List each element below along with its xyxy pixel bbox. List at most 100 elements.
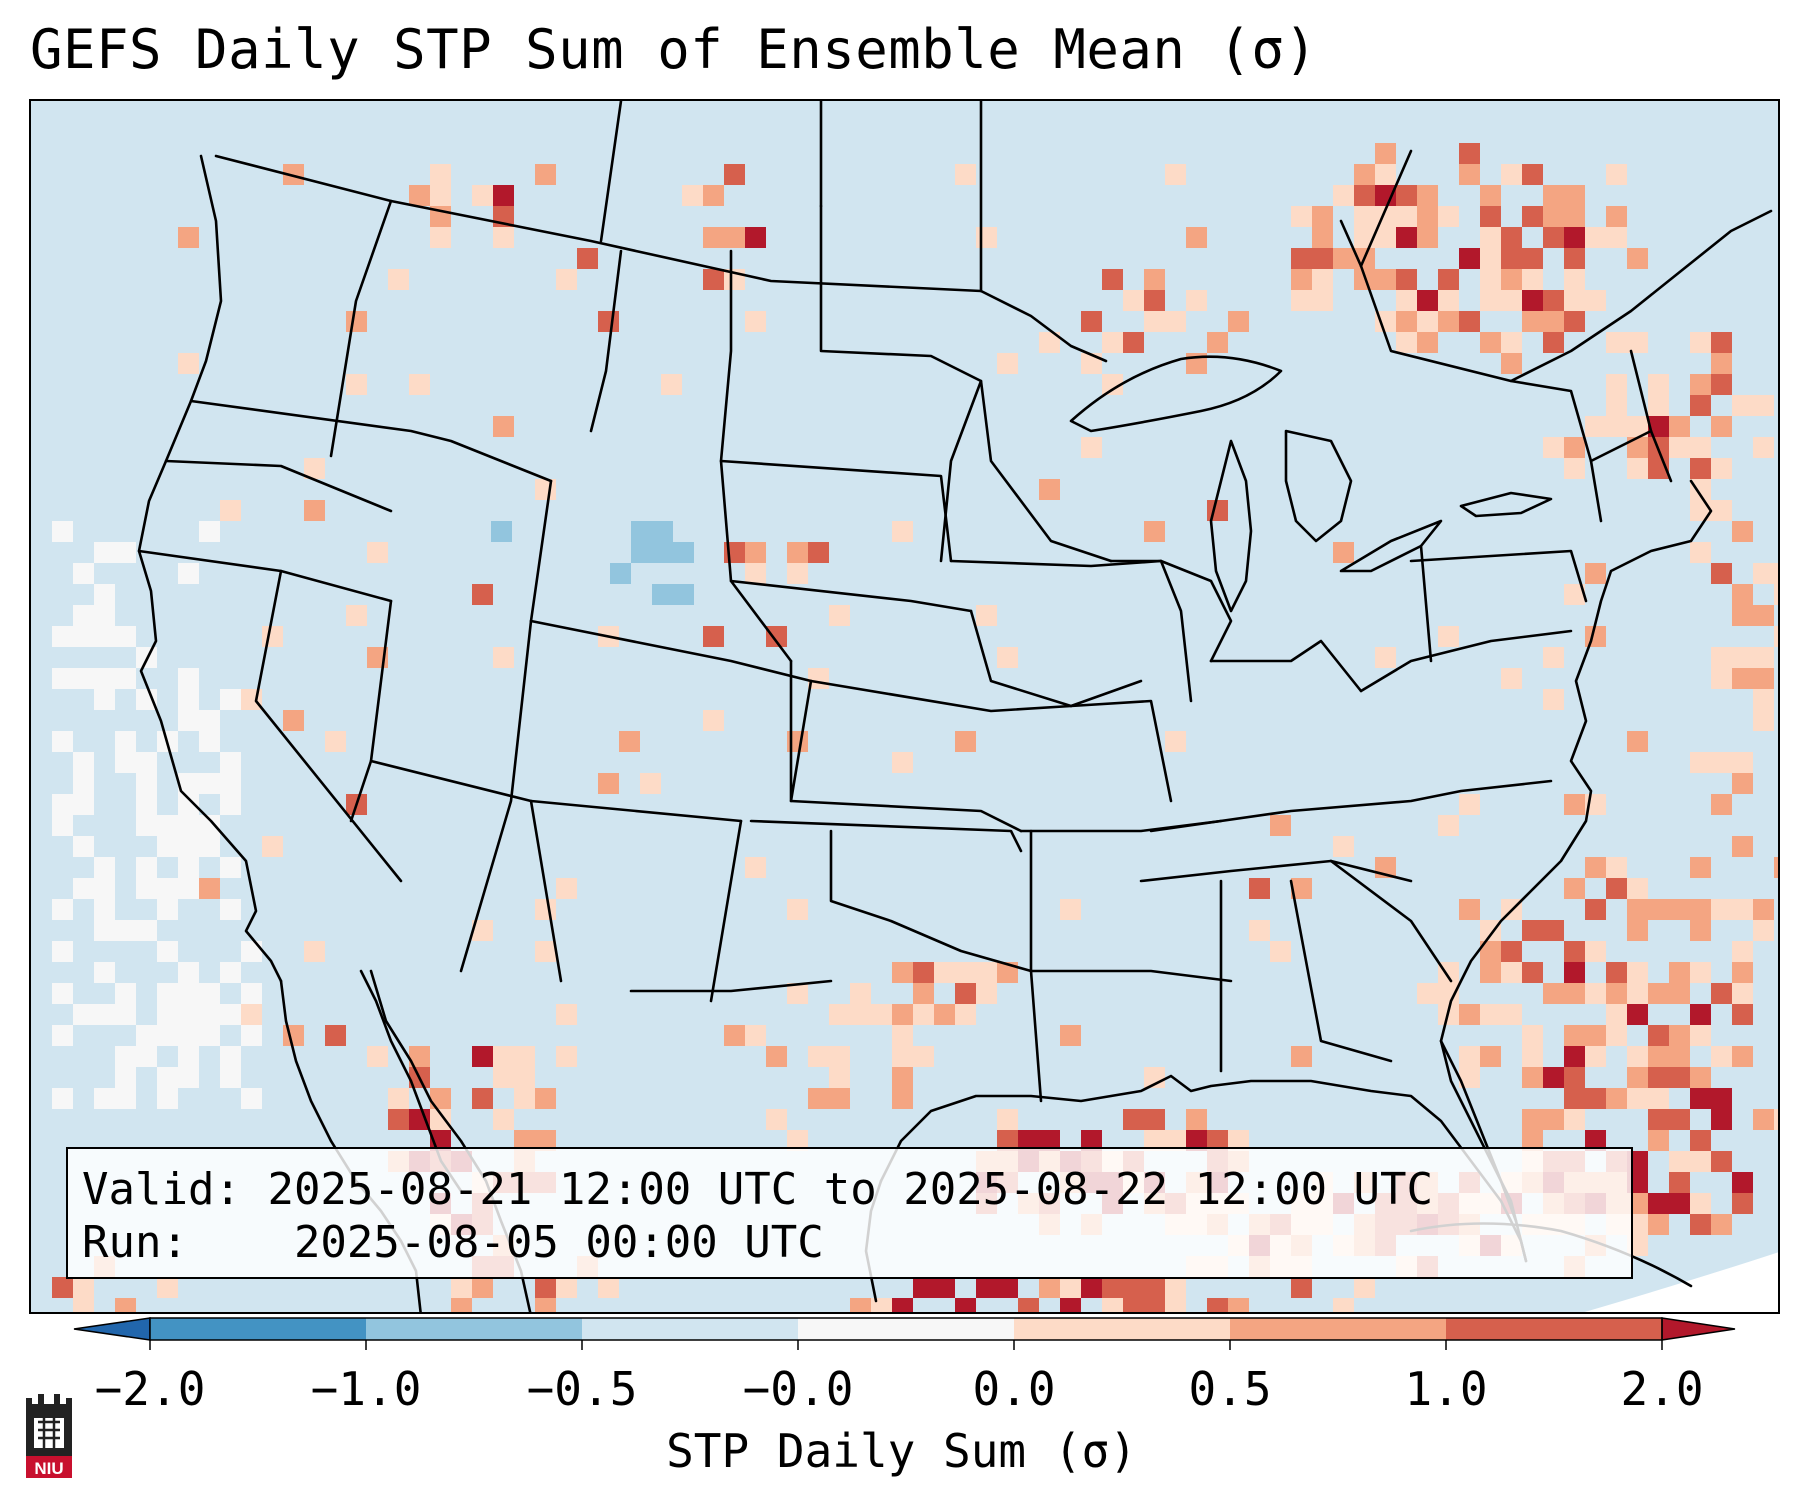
field-cell bbox=[220, 962, 241, 983]
field-cell bbox=[652, 521, 673, 542]
field-cell bbox=[1711, 416, 1732, 437]
field-cell bbox=[1606, 878, 1627, 899]
colorbar-bin bbox=[582, 1318, 799, 1340]
field-cell bbox=[829, 1088, 850, 1109]
field-cell bbox=[1732, 1004, 1753, 1025]
field-cell bbox=[1753, 563, 1774, 584]
field-cell bbox=[850, 983, 871, 1004]
field-cell bbox=[1690, 1025, 1711, 1046]
colorbar-tick-label: −2.0 bbox=[94, 1362, 206, 1416]
field-cell bbox=[1543, 437, 1564, 458]
field-cell bbox=[94, 920, 115, 941]
field-cell bbox=[955, 962, 976, 983]
field-cell bbox=[1396, 290, 1417, 311]
field-cell bbox=[73, 626, 94, 647]
field-cell bbox=[157, 1004, 178, 1025]
field-cell bbox=[1564, 206, 1585, 227]
field-cell bbox=[1396, 311, 1417, 332]
field-cell bbox=[1564, 437, 1585, 458]
field-cell bbox=[1312, 248, 1333, 269]
state-line bbox=[1509, 379, 1603, 523]
field-cell bbox=[1417, 206, 1438, 227]
field-cell bbox=[178, 962, 199, 983]
field-cell bbox=[652, 584, 673, 605]
field-cell bbox=[1375, 227, 1396, 248]
field-cell bbox=[934, 1004, 955, 1025]
field-cell bbox=[1144, 290, 1165, 311]
field-cell bbox=[535, 1130, 556, 1151]
field-cell bbox=[1480, 962, 1501, 983]
field-cell bbox=[157, 836, 178, 857]
field-cell bbox=[1060, 1025, 1081, 1046]
field-cell bbox=[472, 185, 493, 206]
field-cell bbox=[1522, 1025, 1543, 1046]
map-panel bbox=[29, 99, 1780, 1314]
field-cell bbox=[1144, 311, 1165, 332]
field-cell bbox=[1669, 1046, 1690, 1067]
state-line bbox=[1629, 349, 1653, 433]
field-cell bbox=[1690, 542, 1711, 563]
field-cell bbox=[1627, 416, 1648, 437]
colorbar-tick-label: 1.0 bbox=[1404, 1362, 1488, 1416]
field-cell bbox=[745, 542, 766, 563]
field-cell bbox=[787, 983, 808, 1004]
field-cell bbox=[745, 563, 766, 584]
field-cell bbox=[1606, 1004, 1627, 1025]
field-cell bbox=[997, 647, 1018, 668]
field-cell bbox=[1081, 1130, 1102, 1151]
state-line bbox=[589, 249, 623, 433]
field-cell bbox=[1291, 269, 1312, 290]
field-cell bbox=[1732, 1172, 1753, 1193]
state-line bbox=[1029, 969, 1233, 983]
colorbar-bin bbox=[1446, 1318, 1663, 1340]
field-cell bbox=[136, 857, 157, 878]
field-cell bbox=[136, 920, 157, 941]
field-cell bbox=[1438, 815, 1459, 836]
field-cell bbox=[1690, 395, 1711, 416]
field-cell bbox=[829, 1067, 850, 1088]
field-cell bbox=[1354, 164, 1375, 185]
field-cell bbox=[178, 1025, 199, 1046]
colorbar-tick-label: −0.0 bbox=[742, 1362, 854, 1416]
field-cell bbox=[73, 794, 94, 815]
field-cell bbox=[472, 584, 493, 605]
field-cell bbox=[1585, 941, 1606, 962]
field-cell bbox=[1081, 437, 1102, 458]
field-cell bbox=[409, 374, 430, 395]
field-cell bbox=[1165, 1298, 1186, 1312]
field-cell bbox=[610, 563, 631, 584]
field-cell bbox=[283, 1025, 304, 1046]
field-cell bbox=[1564, 584, 1585, 605]
field-cell bbox=[178, 857, 199, 878]
field-cell bbox=[577, 248, 598, 269]
field-cell bbox=[1543, 185, 1564, 206]
field-cell bbox=[1690, 920, 1711, 941]
field-cell bbox=[535, 1298, 556, 1312]
field-cell bbox=[1438, 290, 1459, 311]
field-cell bbox=[1501, 353, 1522, 374]
field-cell bbox=[1354, 185, 1375, 206]
run-time: 2025-08-05 00:00 UTC bbox=[293, 1217, 824, 1268]
atlantic-coastline bbox=[1439, 479, 1713, 1263]
colorbar-bins bbox=[150, 1318, 1663, 1340]
field-cell bbox=[1228, 1298, 1249, 1312]
field-cell bbox=[115, 752, 136, 773]
field-cell bbox=[1648, 1130, 1669, 1151]
field-cell bbox=[1522, 164, 1543, 185]
field-cell bbox=[829, 1046, 850, 1067]
lake-erie bbox=[1339, 519, 1443, 573]
field-cell bbox=[136, 773, 157, 794]
field-cell bbox=[178, 878, 199, 899]
field-cell bbox=[1648, 1046, 1669, 1067]
field-cell bbox=[1396, 206, 1417, 227]
field-cell bbox=[1480, 920, 1501, 941]
state-line bbox=[1359, 629, 1573, 693]
field-cell bbox=[1564, 941, 1585, 962]
field-cell bbox=[955, 1004, 976, 1025]
field-cell bbox=[136, 689, 157, 710]
field-cell bbox=[1501, 248, 1522, 269]
field-cell bbox=[52, 668, 73, 689]
field-cell bbox=[1585, 899, 1606, 920]
field-cell bbox=[52, 521, 73, 542]
field-cell bbox=[1207, 1298, 1228, 1312]
